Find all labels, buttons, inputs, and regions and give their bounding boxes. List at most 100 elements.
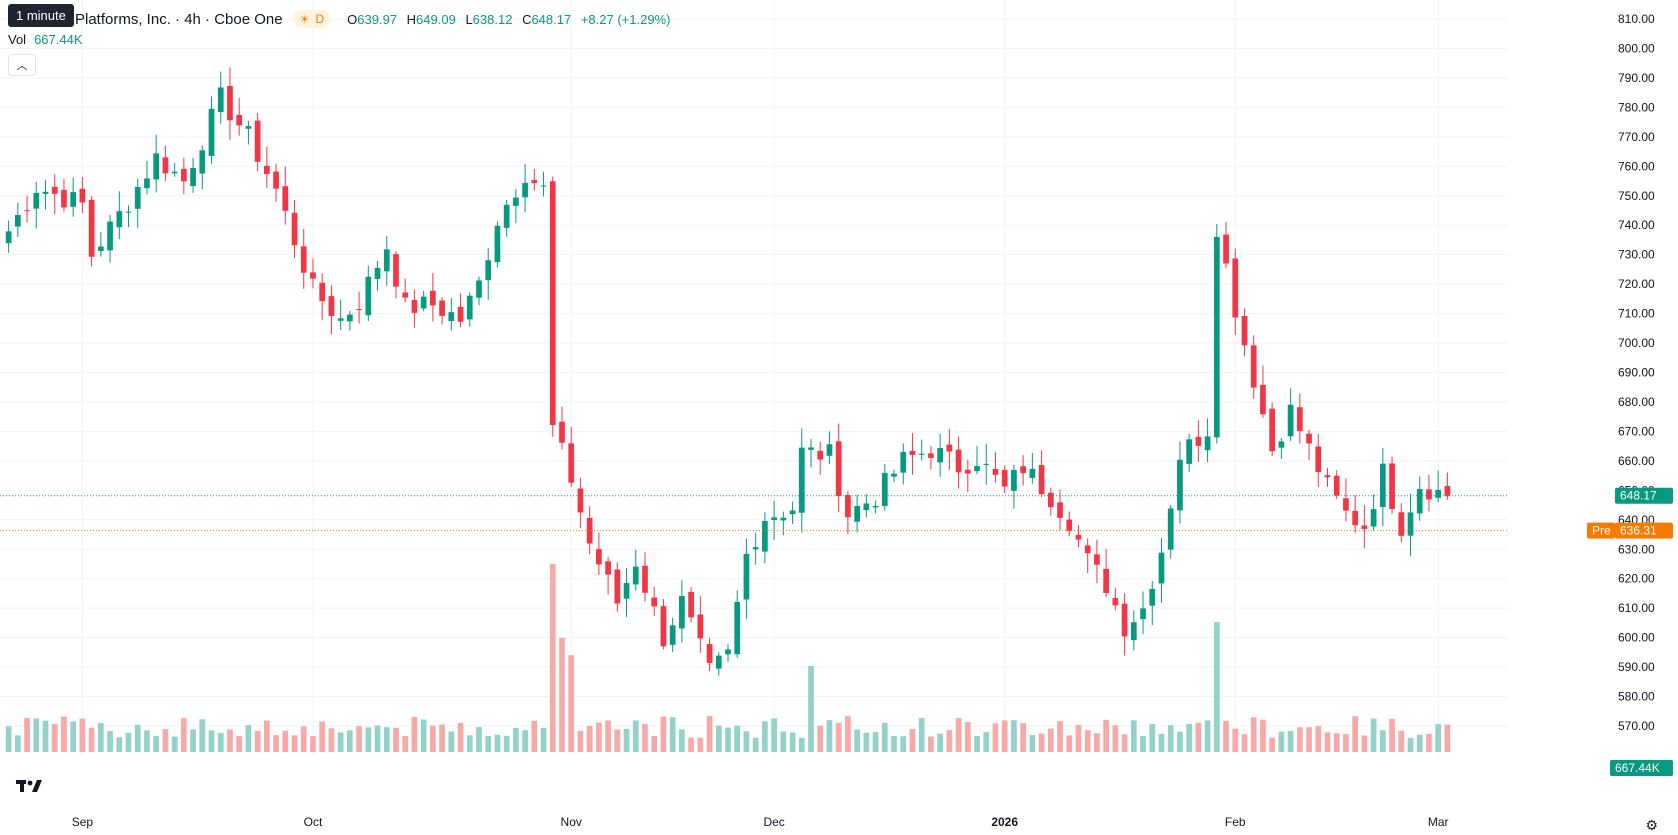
x-tick-label: Dec bbox=[763, 815, 784, 829]
volume-bar bbox=[1195, 722, 1202, 752]
candle-body bbox=[1001, 469, 1008, 487]
x-tick-label: Feb bbox=[1225, 815, 1246, 829]
candle-body bbox=[171, 171, 178, 174]
price-axis: 570.00 580.00 590.00 600.00 610.00 620.00 630.… bbox=[1618, 12, 1655, 733]
candle-body bbox=[1140, 608, 1146, 620]
candle-body bbox=[688, 591, 694, 618]
volume-bar bbox=[1075, 724, 1082, 752]
candle-body bbox=[1177, 459, 1183, 511]
candle-body bbox=[734, 601, 741, 655]
volume-bar bbox=[697, 737, 704, 752]
volume-bar bbox=[817, 725, 824, 752]
candle-body bbox=[559, 421, 565, 443]
volume-bar bbox=[918, 717, 925, 752]
y-tick-label: 620.00 bbox=[1618, 572, 1655, 586]
market-hours-badge[interactable]: ☀ D bbox=[292, 10, 332, 28]
candle-body bbox=[162, 157, 169, 174]
ohlc-values: O639.97 H649.09 L638.12 C648.17 +8.27 (+… bbox=[341, 12, 670, 27]
candle-body bbox=[1213, 236, 1220, 438]
collapse-legend-button[interactable]: ︿ bbox=[8, 54, 36, 76]
candle-body bbox=[291, 212, 298, 246]
candle-body bbox=[1241, 315, 1248, 346]
candle-body bbox=[1167, 508, 1174, 550]
candle-body bbox=[125, 211, 132, 213]
candle-body bbox=[420, 296, 427, 309]
volume-bar bbox=[1047, 728, 1054, 752]
candle-body bbox=[891, 473, 897, 477]
candle-body bbox=[217, 87, 224, 112]
volume-label[interactable]: Vol bbox=[8, 32, 27, 47]
volume-bar bbox=[1112, 725, 1119, 752]
volume-bar bbox=[1250, 717, 1257, 752]
candle-body bbox=[679, 595, 685, 629]
volume-bar bbox=[1213, 622, 1220, 752]
symbol-title[interactable]: Platforms, Inc. · 4h · Cboe One bbox=[75, 10, 283, 28]
volume-bar bbox=[263, 720, 270, 752]
low-value: 638.12 bbox=[472, 11, 513, 27]
candle-body bbox=[1379, 463, 1386, 508]
open-value: 639.97 bbox=[357, 11, 398, 27]
volume-bar bbox=[402, 736, 409, 752]
candle-body bbox=[918, 453, 925, 455]
volume-bar bbox=[162, 729, 169, 752]
x-tick-label: 2026 bbox=[991, 815, 1018, 829]
volume-bar bbox=[974, 735, 980, 752]
volume-bar bbox=[808, 666, 814, 752]
volume-bar bbox=[1103, 719, 1109, 752]
low-key: L bbox=[465, 11, 473, 27]
volume-bar bbox=[1223, 720, 1229, 752]
candle-body bbox=[1352, 510, 1359, 526]
candle-body bbox=[199, 150, 206, 174]
volume-bar bbox=[33, 718, 40, 752]
volume-bar bbox=[669, 717, 676, 752]
volume-bar bbox=[1001, 720, 1008, 752]
volume-bar bbox=[61, 716, 67, 752]
candle-body bbox=[549, 181, 556, 426]
candle-body bbox=[522, 182, 528, 198]
candle-body bbox=[457, 306, 464, 322]
volume-bar bbox=[928, 736, 934, 752]
candle-body bbox=[881, 472, 888, 507]
candle-body bbox=[33, 192, 40, 209]
volume-bar bbox=[531, 720, 538, 752]
volume-legend: Vol 667.44K bbox=[8, 32, 83, 47]
candle-body bbox=[872, 505, 879, 508]
candle-body bbox=[61, 189, 67, 208]
candle-body bbox=[79, 188, 86, 203]
candle-body bbox=[1112, 598, 1119, 606]
volume-bar bbox=[1278, 731, 1285, 752]
tv-logo-icon bbox=[16, 780, 42, 792]
candle-body bbox=[937, 448, 943, 463]
volume-bar bbox=[245, 725, 252, 752]
volume-bar bbox=[1361, 735, 1368, 752]
candle-body bbox=[900, 452, 907, 473]
volume-bar bbox=[70, 721, 77, 752]
candle-body bbox=[780, 517, 787, 521]
y-tick-label: 740.00 bbox=[1618, 218, 1655, 232]
volume-bar bbox=[789, 732, 796, 752]
candle-body bbox=[1333, 475, 1340, 496]
volume-bar bbox=[300, 726, 307, 752]
candle-body bbox=[1444, 486, 1451, 497]
candle-body bbox=[144, 178, 150, 189]
candle-body bbox=[1250, 345, 1257, 388]
volume-bar bbox=[1121, 734, 1128, 752]
candle-body bbox=[430, 290, 436, 306]
candle-body bbox=[227, 85, 233, 121]
volume-bar bbox=[568, 655, 575, 752]
candle-body bbox=[1204, 436, 1211, 451]
candle-body bbox=[24, 210, 30, 212]
y-tick-label: 800.00 bbox=[1618, 41, 1655, 55]
tradingview-logo[interactable] bbox=[14, 776, 44, 796]
y-tick-label: 580.00 bbox=[1618, 690, 1655, 704]
volume-bar bbox=[199, 719, 206, 752]
settings-gear-icon[interactable]: ⚙ bbox=[1645, 817, 1658, 833]
volume-bar bbox=[273, 735, 279, 752]
volume-bar bbox=[522, 730, 528, 752]
sun-icon: ☀ bbox=[299, 13, 310, 26]
change-value: +8.27 (+1.29%) bbox=[580, 11, 671, 27]
volume-bar bbox=[632, 720, 639, 752]
y-tick-label: 700.00 bbox=[1618, 336, 1655, 350]
volume-bar bbox=[217, 732, 224, 752]
